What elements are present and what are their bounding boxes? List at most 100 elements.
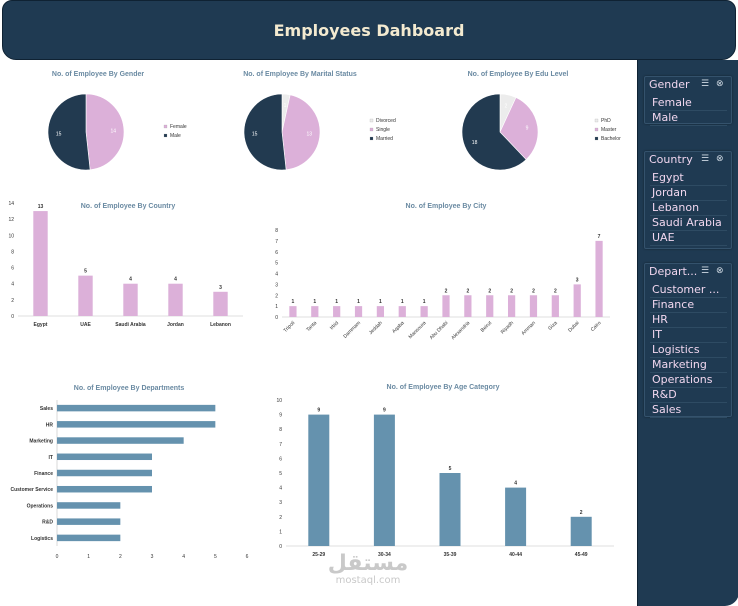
slicer-item-lebanon[interactable]: Lebanon	[650, 201, 727, 216]
y-tick-label: 4	[275, 272, 278, 278]
country-bar-chart: No. of Employee By Country 0 2 4 6 8 10 12 14 13 E…	[8, 201, 243, 328]
y-tick-label: 0	[11, 314, 14, 320]
legend-label-male: Male	[170, 133, 181, 139]
slicer-item-customer-service[interactable]: Customer ...	[650, 283, 727, 298]
clear-filter-icon[interactable]: ⊗	[716, 266, 724, 276]
gender-slicer: Gender ☰ ⊗ Female Male	[644, 76, 732, 126]
y-tick-label: 7	[275, 239, 278, 245]
legend-swatch-phd	[594, 118, 599, 123]
legend-swatch-married	[369, 136, 374, 141]
slicer-item-saudi-arabia[interactable]: Saudi Arabia	[650, 216, 727, 231]
bar-35-39	[439, 473, 461, 546]
legend-swatch-bachelor	[594, 136, 599, 141]
y-tick-label: Customer Service	[10, 487, 53, 493]
slicer-item-uae[interactable]: UAE	[650, 231, 727, 246]
x-tick-label: Amman	[520, 320, 537, 337]
x-tick-label: Cairo	[590, 320, 603, 333]
bar-data-label: 2	[445, 288, 448, 294]
slicer-item-female[interactable]: Female	[650, 96, 727, 111]
x-tick-label: Lebanon	[210, 322, 231, 328]
bar-40-44	[505, 487, 527, 546]
y-tick-label: R&D	[42, 520, 53, 526]
bar-data-label: 5	[449, 466, 452, 472]
y-tick-label: Finance	[34, 471, 53, 477]
slicer-item-marketing[interactable]: Marketing	[650, 358, 727, 373]
bar-dammam	[354, 306, 363, 317]
bar-data-label: 1	[335, 299, 338, 305]
bar-data-label: 2	[488, 288, 491, 294]
x-tick-label: Jeddah	[368, 320, 384, 336]
slicer-item-hr[interactable]: HR	[650, 313, 727, 328]
clear-filter-icon[interactable]: ⊗	[716, 79, 724, 89]
bar-dubai	[573, 284, 581, 317]
bar-logistics	[57, 534, 121, 542]
y-tick-label: 14	[8, 201, 14, 207]
slicer-item-egypt[interactable]: Egypt	[650, 171, 727, 186]
multi-select-icon[interactable]: ☰	[701, 266, 710, 276]
clear-filter-icon[interactable]: ⊗	[716, 154, 724, 164]
chart-title: No. of Employee By Marital Status	[243, 71, 357, 78]
y-tick-label: 2	[11, 298, 14, 304]
slicer-item-male[interactable]: Male	[650, 111, 727, 126]
pie-slice-single	[281, 94, 321, 171]
slicer-item-sales[interactable]: Sales	[650, 403, 727, 418]
bar-data-label: 2	[554, 288, 557, 294]
x-tick-label: Mansoura	[408, 320, 428, 340]
pie-data-label: 9	[526, 126, 529, 132]
y-tick-label: Marketing	[29, 439, 53, 445]
x-tick-label: Dammam	[342, 320, 362, 340]
x-tick-label: 5	[214, 554, 217, 560]
legend-swatch-divorced	[369, 118, 374, 123]
legend-swatch-single	[369, 127, 374, 132]
slicer-item-jordan[interactable]: Jordan	[650, 186, 727, 201]
pie-data-label: 15	[252, 131, 258, 137]
multi-select-icon[interactable]: ☰	[701, 154, 710, 164]
legend-label-female: Female	[170, 124, 187, 130]
bar-data-label: 3	[576, 277, 579, 283]
y-tick-label: Operations	[27, 503, 54, 509]
bar-irbid	[333, 306, 341, 317]
slicer-item-it[interactable]: IT	[650, 328, 727, 343]
x-tick-label: 0	[56, 554, 59, 560]
dashboard-title: Employees Dahboard	[273, 21, 465, 40]
multi-select-icon[interactable]: ☰	[701, 79, 710, 89]
chart-title: No. of Employee By Age Category	[387, 384, 500, 391]
bar-data-label: 5	[84, 269, 87, 275]
pie-data-label: 2	[504, 103, 507, 109]
bar-data-label: 2	[510, 288, 513, 294]
bar-data-label: 1	[357, 299, 360, 305]
y-tick-label: 1	[279, 529, 282, 535]
y-tick-label: Logistics	[31, 536, 53, 542]
watermark-arabic: مستقل	[327, 551, 409, 576]
y-tick-label: 10	[276, 398, 282, 404]
x-tick-label: Aqaba	[391, 320, 406, 335]
slicer-item-finance[interactable]: Finance	[650, 298, 727, 313]
bar-finance	[57, 469, 152, 477]
y-tick-label: 12	[8, 217, 14, 223]
slicer-item-logistics[interactable]: Logistics	[650, 343, 727, 358]
gender-pie-chart: No. of Employee By Gender 14 15 Female Male	[47, 71, 187, 171]
bar-cairo	[595, 240, 603, 317]
slicer-header: Depart... ☰ ⊗	[645, 264, 731, 283]
x-tick-label: 40-44	[509, 552, 522, 558]
x-tick-label: 25-29	[312, 552, 325, 558]
y-tick-label: 3	[275, 282, 278, 288]
legend-label-single: Single	[376, 127, 390, 133]
slicer-title: Gender	[649, 78, 690, 91]
bar-operations	[57, 502, 121, 509]
bar-marketing	[57, 437, 184, 444]
bar-data-label: 2	[532, 288, 535, 294]
bar-data-label: 9	[383, 408, 386, 414]
y-tick-label: 2	[279, 515, 282, 521]
chart-title: No. of Employee By Gender	[52, 71, 144, 78]
x-tick-label: Tanta	[305, 320, 318, 333]
legend-label-married: Married	[376, 136, 393, 142]
slicer-item-rnd[interactable]: R&D	[650, 388, 727, 403]
slicer-header: Country ☰ ⊗	[645, 152, 731, 171]
bar-45-49	[570, 516, 592, 546]
x-tick-label: Saudi Arabia	[115, 322, 146, 328]
slicer-item-operations[interactable]: Operations	[650, 373, 727, 388]
bar-r-d	[57, 518, 121, 525]
y-tick-label: 3	[279, 500, 282, 506]
y-tick-label: 6	[11, 266, 14, 272]
